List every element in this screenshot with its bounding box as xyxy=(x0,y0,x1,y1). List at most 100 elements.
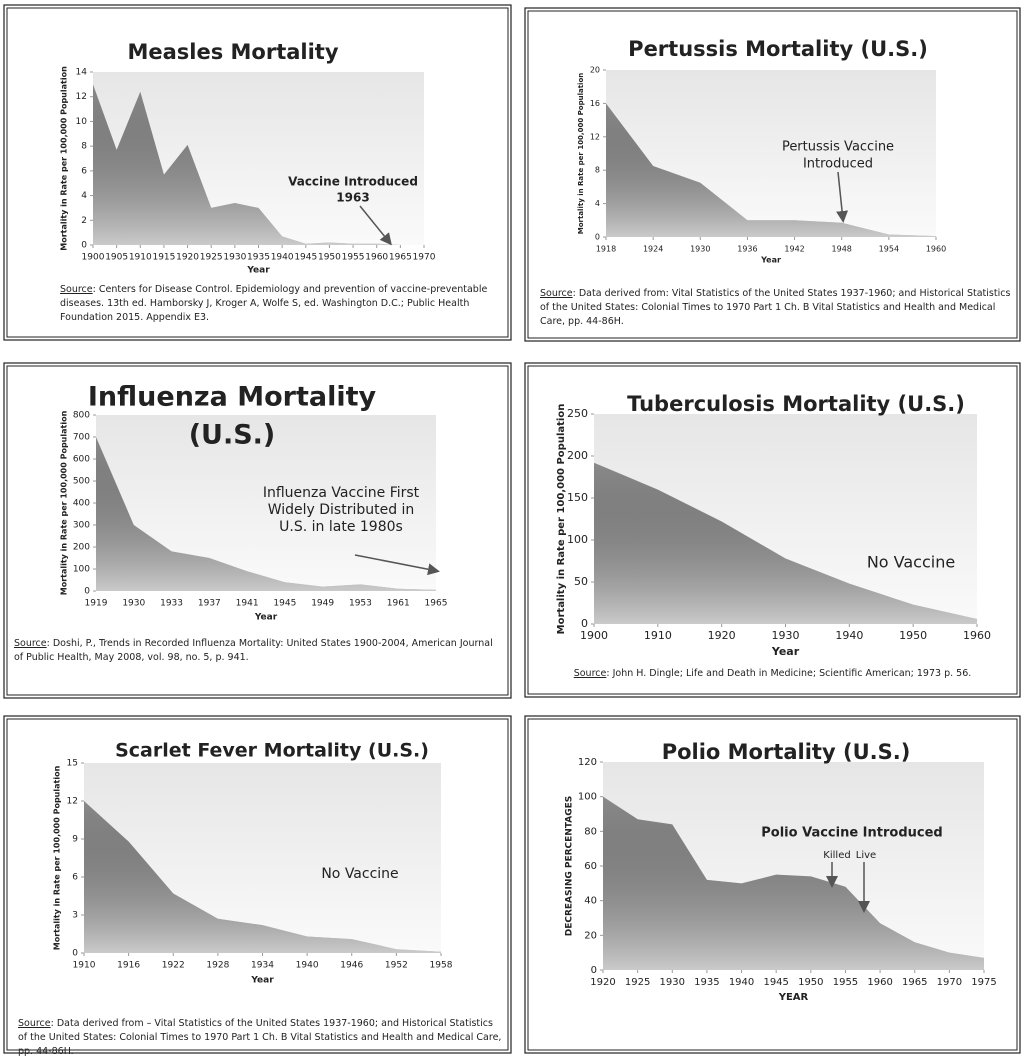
source-text: : Centers for Disease Control. Epidemiol… xyxy=(60,284,488,323)
y-tick-label: 100 xyxy=(567,533,588,546)
source: Source: Centers for Disease Control. Epi… xyxy=(60,283,500,324)
annotation: No Vaccine xyxy=(321,866,398,882)
chart-title: Tuberculosis Mortality (U.S.) xyxy=(627,392,965,416)
chart-title: Polio Mortality (U.S.) xyxy=(662,740,911,764)
x-tick-label: 1955 xyxy=(833,977,858,988)
annotation: Introduced xyxy=(803,157,873,172)
chart-title: Scarlet Fever Mortality (U.S.) xyxy=(115,740,429,762)
area-shade xyxy=(594,462,977,624)
y-tick-label: 100 xyxy=(578,792,597,803)
x-tick-label: 1924 xyxy=(643,245,663,254)
y-tick-label: 16 xyxy=(590,99,600,108)
y-tick-label: 20 xyxy=(590,66,600,75)
y-tick-label: 60 xyxy=(584,861,597,872)
y-tick-label: 120 xyxy=(578,757,597,768)
chart-title: Influenza Mortality xyxy=(88,382,377,413)
x-tick-label: 1965 xyxy=(389,253,412,263)
y-axis-label: DECREASING PERCENTAGES xyxy=(565,796,575,937)
area-shade xyxy=(96,437,436,591)
annotation: Pertussis Vaccine xyxy=(782,140,894,155)
y-tick-label: 10 xyxy=(76,117,88,127)
annotation-arrow xyxy=(359,205,392,246)
y-tick-label: 80 xyxy=(584,826,597,837)
x-tick-label: 1930 xyxy=(223,253,246,263)
x-axis-label: YEAR xyxy=(778,992,809,1003)
y-tick-label: 15 xyxy=(67,759,78,769)
x-tick-label: 1937 xyxy=(198,599,221,609)
y-tick-label: 14 xyxy=(76,68,88,78)
y-tick-label: 600 xyxy=(73,455,90,465)
annotation: No Vaccine xyxy=(867,553,955,572)
x-tick-label: 1965 xyxy=(902,977,927,988)
y-tick-label: 2 xyxy=(81,216,87,226)
annotation: Widely Distributed in xyxy=(268,502,415,518)
y-tick-label: 200 xyxy=(73,543,90,553)
source: Source: John H. Dingle; Life and Death i… xyxy=(540,667,1005,681)
x-tick-label: 1940 xyxy=(729,977,754,988)
x-tick-label: 1961 xyxy=(387,599,410,609)
x-tick-label: 1950 xyxy=(899,629,927,642)
x-tick-label: 1945 xyxy=(273,599,296,609)
x-tick-label: 1950 xyxy=(798,977,823,988)
y-tick-label: 6 xyxy=(72,873,78,883)
panel-border-inner xyxy=(6,7,509,338)
y-tick-label: 100 xyxy=(73,565,90,575)
y-tick-label: 8 xyxy=(595,166,600,175)
x-tick-label: 1942 xyxy=(784,245,804,254)
x-tick-label: 1930 xyxy=(690,245,710,254)
x-tick-label: 1960 xyxy=(867,977,892,988)
source-text: : John H. Dingle; Life and Death in Medi… xyxy=(606,668,972,679)
annotation: U.S. in late 1980s xyxy=(279,519,403,535)
annotation: Polio Vaccine Introduced xyxy=(761,826,942,841)
x-tick-label: 1940 xyxy=(271,253,294,263)
x-tick-label: 1965 xyxy=(425,599,448,609)
x-axis-label: Year xyxy=(254,613,278,623)
y-tick-label: 6 xyxy=(81,166,87,176)
y-tick-label: 40 xyxy=(584,896,597,907)
x-tick-label: 1945 xyxy=(763,977,788,988)
y-tick-label: 800 xyxy=(73,411,90,421)
panel-border-inner xyxy=(527,365,1018,695)
source: Source: Data derived from – Vital Statis… xyxy=(18,1017,503,1058)
y-tick-label: 300 xyxy=(73,521,90,531)
x-tick-label: 1970 xyxy=(937,977,962,988)
source-label: Source xyxy=(14,638,47,649)
x-tick-label: 1950 xyxy=(318,253,341,263)
source-label: Source xyxy=(540,288,573,299)
y-tick-label: 50 xyxy=(574,575,588,588)
annotation: Influenza Vaccine First xyxy=(263,485,420,501)
area-shade xyxy=(603,796,984,970)
y-tick-label: 9 xyxy=(72,835,78,845)
x-tick-label: 1960 xyxy=(963,629,991,642)
x-tick-label: 1935 xyxy=(247,253,270,263)
x-tick-label: 1949 xyxy=(311,599,334,609)
x-tick-label: 1910 xyxy=(644,629,672,642)
y-tick-label: 12 xyxy=(76,92,87,102)
x-tick-label: 1930 xyxy=(772,629,800,642)
y-tick-label: 0 xyxy=(81,241,87,251)
x-tick-label: 1920 xyxy=(176,253,199,263)
panel-border-inner xyxy=(527,718,1018,1051)
annotation: Vaccine Introduced xyxy=(288,175,418,189)
source: Source: Data derived from: Vital Statist… xyxy=(540,287,1012,328)
source-text: : Data derived from – Vital Statistics o… xyxy=(18,1018,502,1057)
panel-border-inner xyxy=(527,10,1018,339)
x-tick-label: 1970 xyxy=(413,253,436,263)
x-tick-label: 1960 xyxy=(365,253,388,263)
x-axis-label: Year xyxy=(771,645,800,658)
x-tick-label: 1910 xyxy=(73,961,96,971)
y-tick-label: 4 xyxy=(595,199,600,208)
y-axis-label: Mortality in Rate per 100,000 Population xyxy=(577,73,585,234)
y-tick-label: 12 xyxy=(67,797,78,807)
y-tick-label: 0 xyxy=(72,949,78,959)
x-tick-label: 1960 xyxy=(926,245,946,254)
x-tick-label: 1955 xyxy=(342,253,365,263)
x-tick-label: 1953 xyxy=(349,599,372,609)
y-tick-label: 3 xyxy=(72,911,78,921)
x-tick-label: 1946 xyxy=(340,961,363,971)
y-axis-label: Mortality in Rate per 100,000 Population xyxy=(53,765,62,950)
x-tick-label: 1920 xyxy=(708,629,736,642)
area-shade xyxy=(84,801,441,953)
source-label: Source xyxy=(18,1018,51,1029)
